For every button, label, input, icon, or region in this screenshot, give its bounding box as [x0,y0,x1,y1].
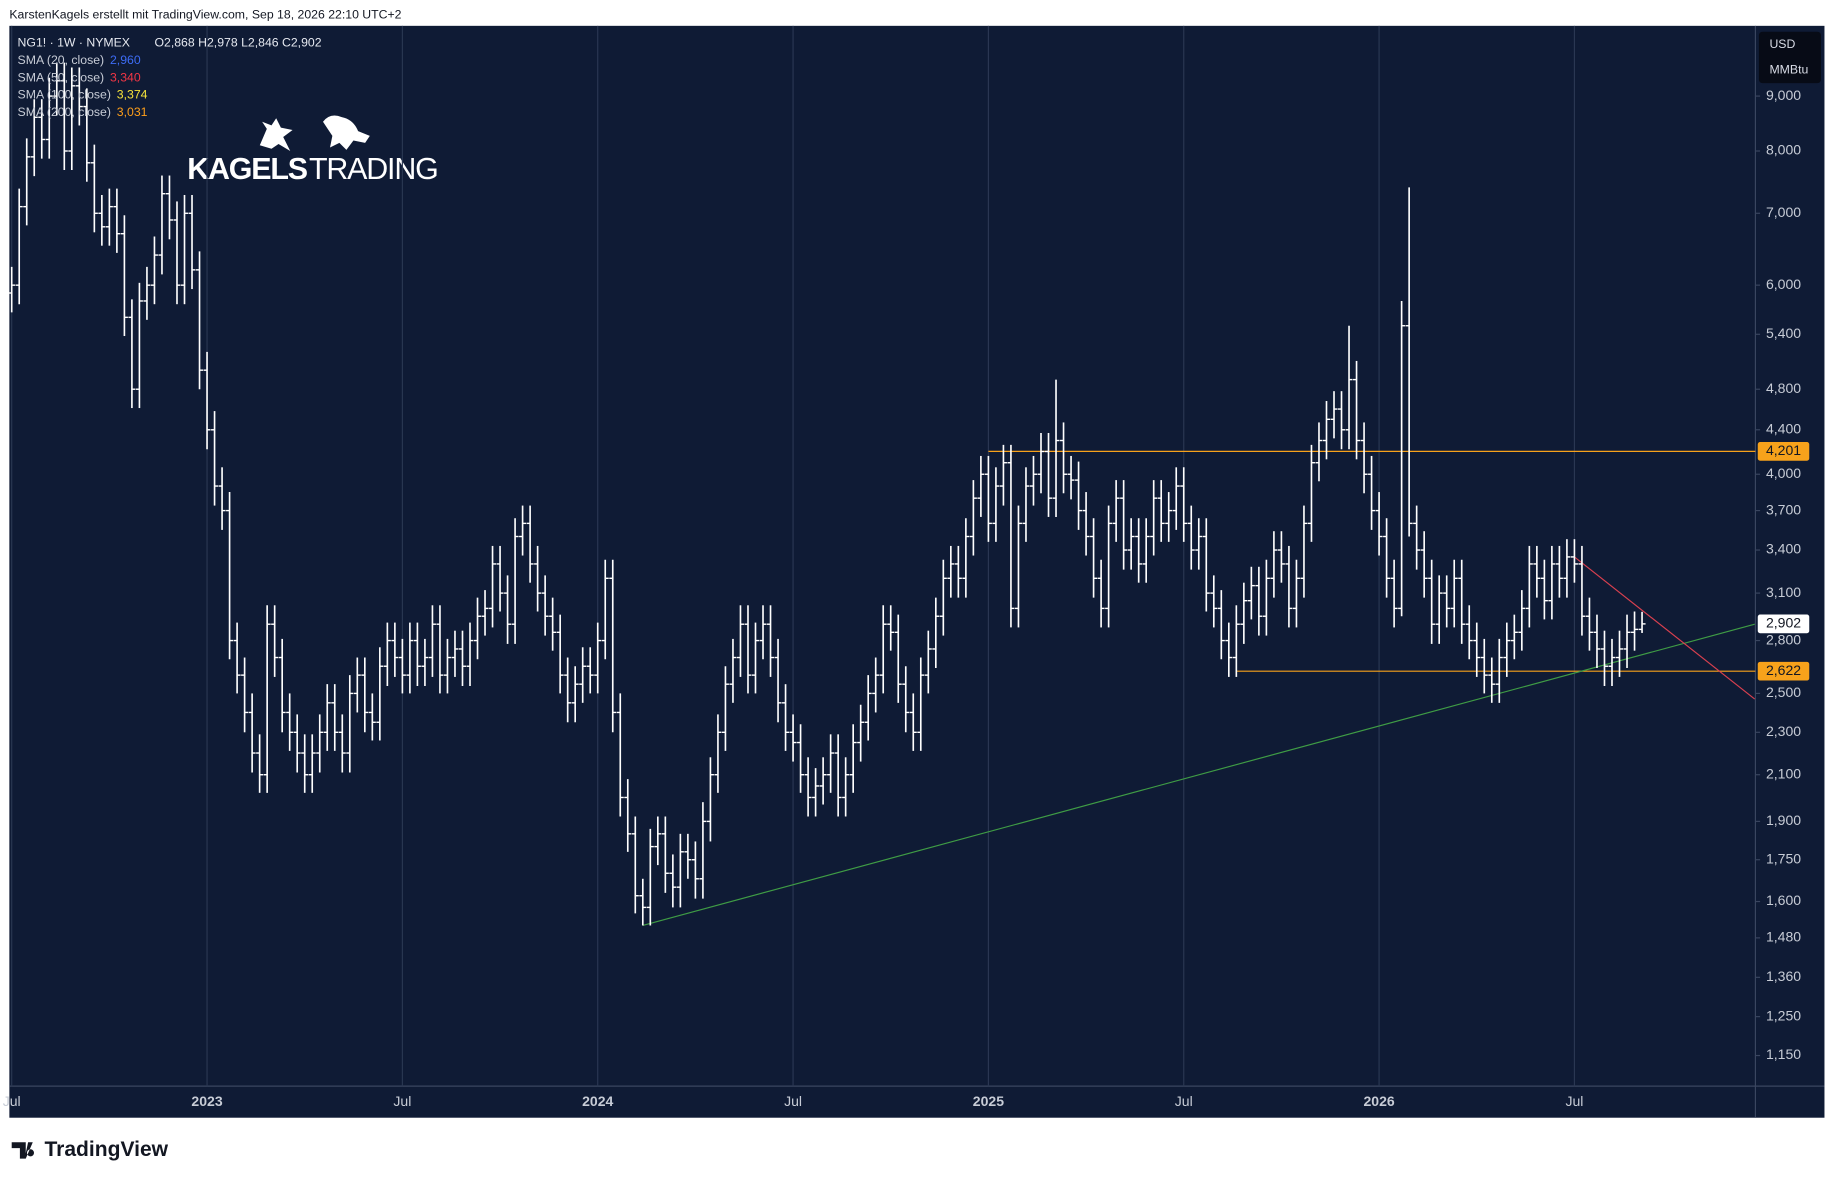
trendline [1574,556,1756,700]
currency-label: USD [1769,37,1795,51]
indicator-value: 3,031 [117,105,148,119]
y-tick-label: 3,700 [1766,501,1801,517]
y-tick-label: 9,000 [1766,87,1801,103]
indicator-value: 3,374 [117,88,148,102]
bull-icon [259,118,293,152]
last-price-label: 2,902 [1766,615,1801,631]
x-tick-label: Jul [1565,1093,1583,1109]
indicator-value: 3,340 [110,70,141,84]
logo-word-light: TRADING [309,152,438,186]
y-tick-label: 7,000 [1766,204,1801,220]
axis-layer: Jul 2023 Jul 2024 Jul 2025 Jul 2026 Jul 9,000 8,00… [3,87,1810,1109]
chart-background [9,25,1825,1118]
trendline [642,623,1755,927]
y-tick-label: 3,100 [1766,584,1801,600]
symbol-label: NG1! · 1W · NYMEX [18,36,130,50]
last-price-box [1757,614,1810,634]
x-tick-label: 2023 [191,1093,222,1109]
grid-layer [11,25,1576,1087]
y-tick-label: 3,400 [1766,541,1801,557]
y-tick-label: 4,400 [1766,420,1801,436]
indicator-value: 2,960 [110,53,141,67]
y-tick-label: 4,000 [1766,465,1801,481]
y-tick-label: 2,800 [1766,631,1801,647]
x-tick-label: 2026 [1363,1093,1394,1109]
indicator-name: SMA (100, close) [18,88,111,102]
ohlc-readout: O2,868 H2,978 L2,846 C2,902 [154,36,321,50]
x-tick-label: Jul [3,1093,21,1109]
footer-brand: TradingView [44,1138,168,1161]
y-tick-label: 1,150 [1766,1046,1801,1062]
x-tick-label: Jul [784,1093,802,1109]
level-price-box [1757,661,1810,681]
x-tick-label: 2024 [582,1093,613,1109]
y-tick-label: 2,300 [1766,723,1801,739]
y-tick-label: 4,800 [1766,380,1801,396]
x-tick-label: Jul [1175,1093,1193,1109]
tradingview-footer: TradingView [11,1138,169,1161]
y-tick-label: 5,400 [1766,325,1801,341]
y-tick-label: 8,000 [1766,142,1801,158]
level-price-box [1757,442,1810,461]
y-tick-label: 2,500 [1766,684,1801,700]
indicator-name: SMA (50, close) [18,70,105,84]
x-tick-label: Jul [393,1093,411,1109]
bars-layer [8,62,1646,926]
logo-word-bold: KAGELS [187,152,308,186]
indicator-name: SMA (20, close) [18,53,105,67]
y-tick-label: 1,750 [1766,850,1801,866]
y-tick-label: 1,250 [1766,1007,1801,1023]
indicator-name: SMA (200, close) [18,105,111,119]
legend: NG1! · 1W · NYMEX O2,868 H2,978 L2,846 C2… [18,36,322,119]
drawings-layer [642,450,1756,927]
y-tick-label: 1,600 [1766,892,1801,908]
y-tick-label: 6,000 [1766,276,1801,292]
level-price-label: 2,622 [1766,662,1801,678]
y-tick-label: 1,360 [1766,968,1801,984]
header-caption: KarstenKagels erstellt mit TradingView.c… [9,8,401,22]
level-price-label: 4,201 [1766,442,1801,458]
y-tick-label: 1,480 [1766,929,1801,945]
y-tick-label: 2,100 [1766,765,1801,781]
y-tick-label: 1,900 [1766,812,1801,828]
tradingview-mark [11,1142,34,1159]
unit-box [1758,31,1821,84]
unit-label: MMBtu [1769,63,1808,77]
bear-icon [322,115,370,150]
x-tick-label: 2025 [973,1093,1004,1109]
